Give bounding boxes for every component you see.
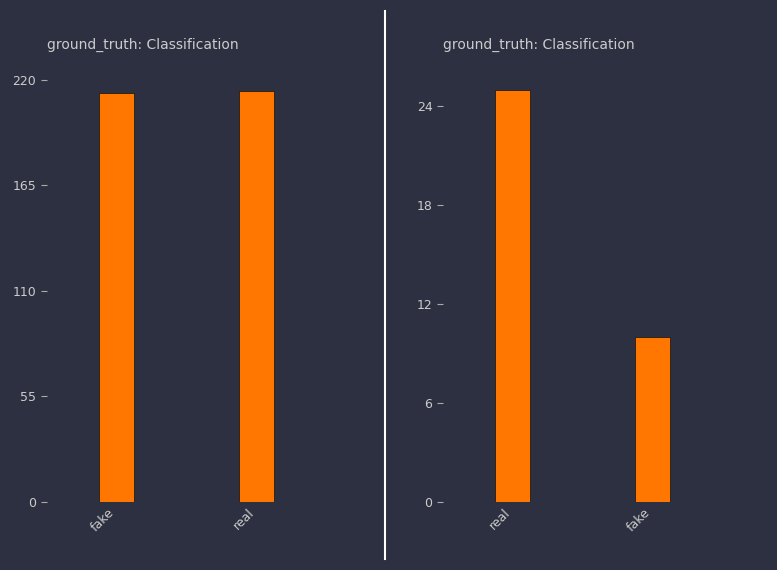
Text: ground_truth: Classification: ground_truth: Classification — [443, 38, 635, 52]
Bar — [239, 92, 274, 502]
Bar — [495, 90, 530, 502]
Bar — [99, 93, 134, 502]
Text: ground_truth: Classification: ground_truth: Classification — [47, 38, 239, 52]
Bar — [635, 337, 670, 502]
